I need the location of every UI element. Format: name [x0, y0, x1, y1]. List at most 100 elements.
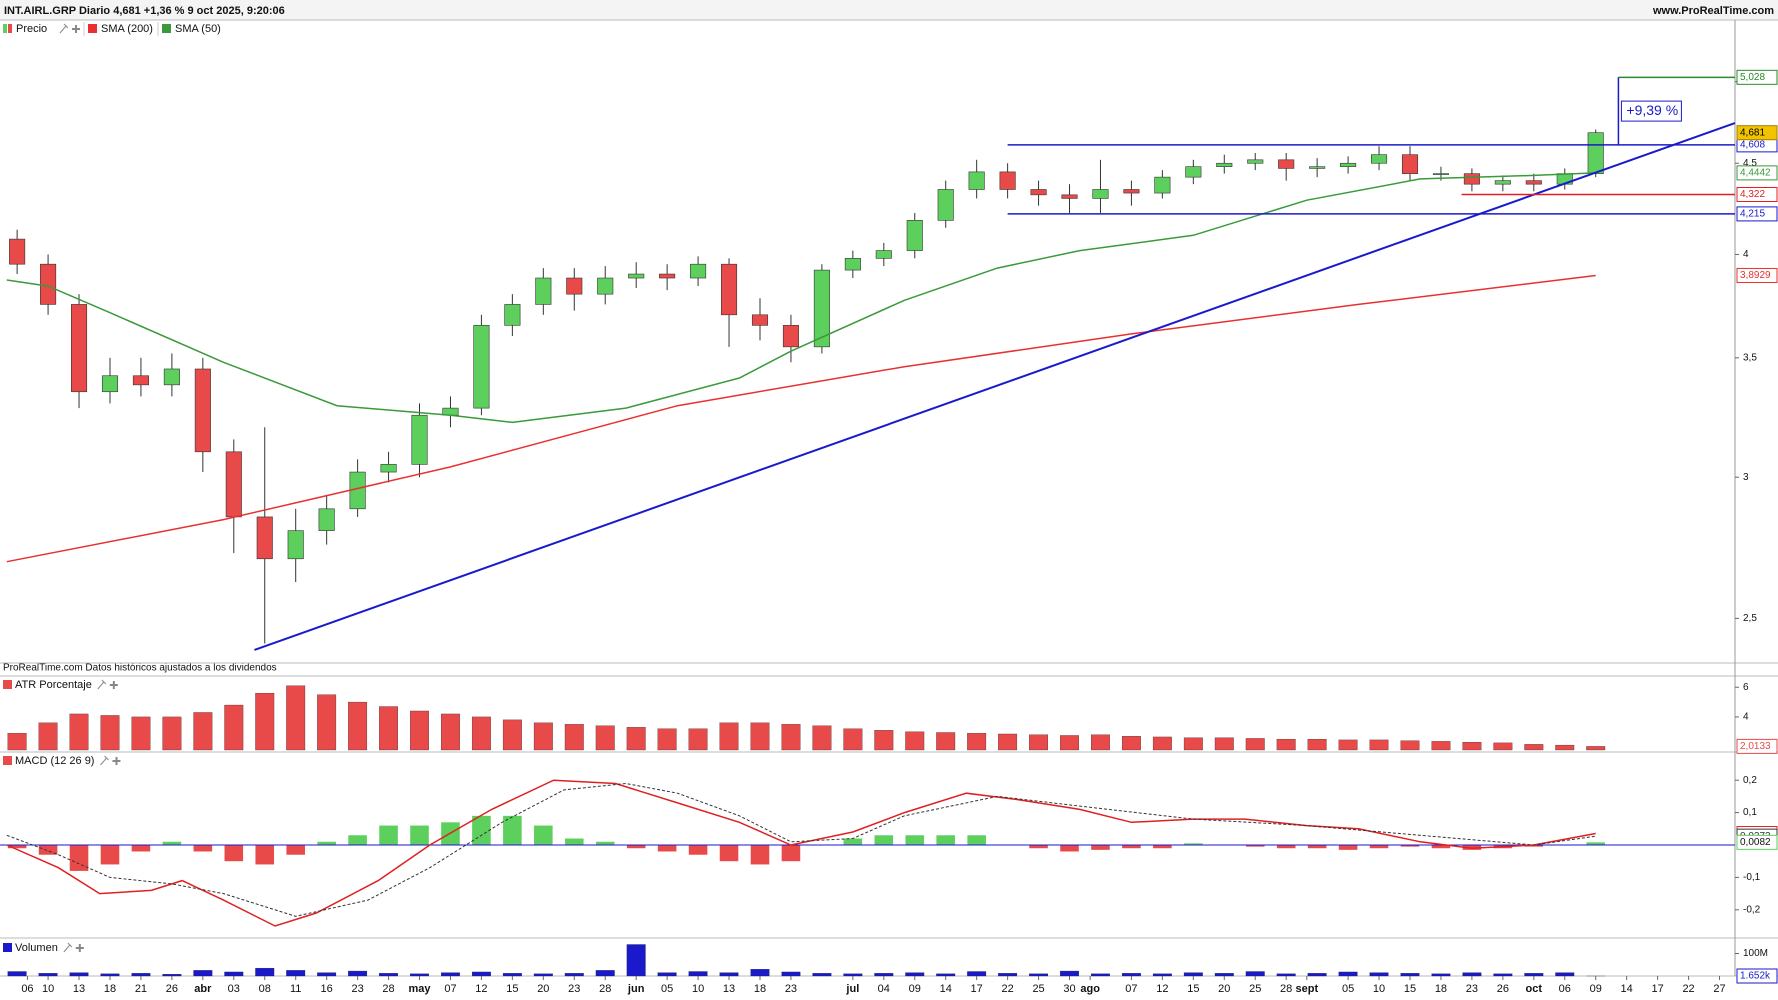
- bar: [1060, 735, 1079, 751]
- bar: [410, 710, 429, 751]
- bar: [533, 722, 553, 751]
- x-tick-label: 12: [475, 983, 487, 995]
- bar: [719, 722, 739, 751]
- bar: [967, 733, 987, 751]
- bar: [750, 969, 770, 977]
- x-tick-label: 28: [599, 983, 611, 995]
- histogram-bar: [534, 825, 553, 845]
- bar: [38, 973, 58, 977]
- x-tick-label: 17: [1651, 983, 1663, 995]
- bar: [1091, 734, 1110, 751]
- bar: [626, 944, 646, 977]
- candle-body: [70, 304, 88, 393]
- histogram-bar: [1524, 845, 1544, 847]
- add-icon[interactable]: [72, 25, 80, 33]
- candle-body: [566, 277, 583, 295]
- candle-body: [1154, 176, 1171, 194]
- bar: [1338, 971, 1358, 977]
- settings-icon[interactable]: [100, 755, 109, 766]
- bar: [1183, 737, 1203, 751]
- x-tick-label: 22: [1001, 983, 1013, 995]
- candle-body: [1525, 180, 1542, 185]
- bar: [1555, 972, 1575, 977]
- indicator-line: [6, 782, 1596, 917]
- x-tick-label: jun: [627, 983, 645, 995]
- bar: [224, 971, 244, 977]
- panel-icon: [3, 756, 12, 765]
- price-tag-label: 0,0082: [1740, 837, 1771, 848]
- histogram-bar: [1276, 845, 1296, 849]
- price-tag: [1736, 267, 1778, 283]
- candle-body: [1463, 173, 1480, 185]
- histogram-bar: [69, 845, 89, 871]
- price-tag: [1736, 165, 1778, 181]
- candle-body: [875, 250, 892, 259]
- x-tick-label: 05: [661, 983, 673, 995]
- bar: [905, 731, 925, 751]
- bar: [471, 716, 491, 751]
- bar: [1400, 973, 1420, 977]
- candle-body: [101, 375, 119, 393]
- price-tag-label: 2,0133: [1740, 741, 1771, 752]
- bar: [1524, 973, 1544, 977]
- histogram-bar: [1338, 845, 1358, 850]
- legend-label: SMA (50): [175, 23, 221, 35]
- candle-body: [535, 277, 552, 305]
- bar: [193, 712, 213, 751]
- bar: [379, 973, 398, 977]
- histogram-bar: [781, 845, 801, 862]
- indicator-line: [6, 172, 1596, 424]
- price-tag-label: 4,215: [1740, 209, 1765, 220]
- histogram-bar: [255, 845, 275, 865]
- bar: [1369, 739, 1389, 751]
- bar: [162, 974, 182, 977]
- y-tick-label: 4: [1743, 249, 1749, 260]
- price-tag-label: 4,608: [1740, 140, 1765, 151]
- legend-icon: [8, 24, 12, 33]
- change-label: +9,39 %: [1626, 102, 1678, 118]
- bar: [1029, 973, 1049, 977]
- settings-icon[interactable]: [59, 23, 69, 34]
- settings-icon[interactable]: [97, 679, 107, 690]
- price-tag-label: 5,028: [1740, 72, 1765, 83]
- bar: [162, 716, 182, 751]
- bar: [1493, 973, 1513, 977]
- price-tag: [1736, 69, 1778, 85]
- candle-body: [473, 325, 490, 409]
- x-tick-label: ago: [1080, 983, 1100, 995]
- candle-body: [690, 263, 707, 279]
- add-icon[interactable]: [75, 944, 84, 952]
- y-tick-label: 6: [1743, 682, 1749, 693]
- settings-icon[interactable]: [63, 942, 73, 953]
- bar: [7, 733, 27, 751]
- candle-body: [287, 530, 304, 560]
- panel-title: ATR Porcentaje: [15, 679, 92, 691]
- y-tick-label: -0,2: [1743, 904, 1761, 915]
- x-tick-label: 15: [506, 983, 518, 995]
- candle-body: [782, 325, 799, 348]
- candle-body: [628, 273, 645, 279]
- legend: Precio SMA (200) SMA (50): [3, 22, 221, 36]
- price-tag: [1736, 968, 1778, 984]
- histogram-bar: [1153, 845, 1172, 849]
- histogram-bar: [657, 845, 677, 852]
- add-icon[interactable]: [109, 681, 118, 689]
- y-tick-label: 0,2: [1743, 775, 1757, 786]
- y-tick-label: 3: [1743, 472, 1749, 483]
- histogram-bar: [1060, 845, 1079, 852]
- histogram-bar: [626, 845, 646, 849]
- add-icon[interactable]: [112, 757, 121, 765]
- x-tick-label: 15: [1404, 983, 1416, 995]
- legend-label: Precio: [16, 23, 47, 35]
- x-tick-label: 03: [228, 983, 240, 995]
- x-tick-label: 20: [1218, 983, 1230, 995]
- bar: [1029, 734, 1049, 751]
- x-tick-label: 07: [444, 983, 456, 995]
- candle-body: [813, 269, 830, 348]
- bar: [1060, 970, 1079, 977]
- candle-body: [256, 516, 273, 560]
- bar: [193, 970, 213, 977]
- candle-body: [504, 304, 521, 326]
- bar: [100, 715, 120, 751]
